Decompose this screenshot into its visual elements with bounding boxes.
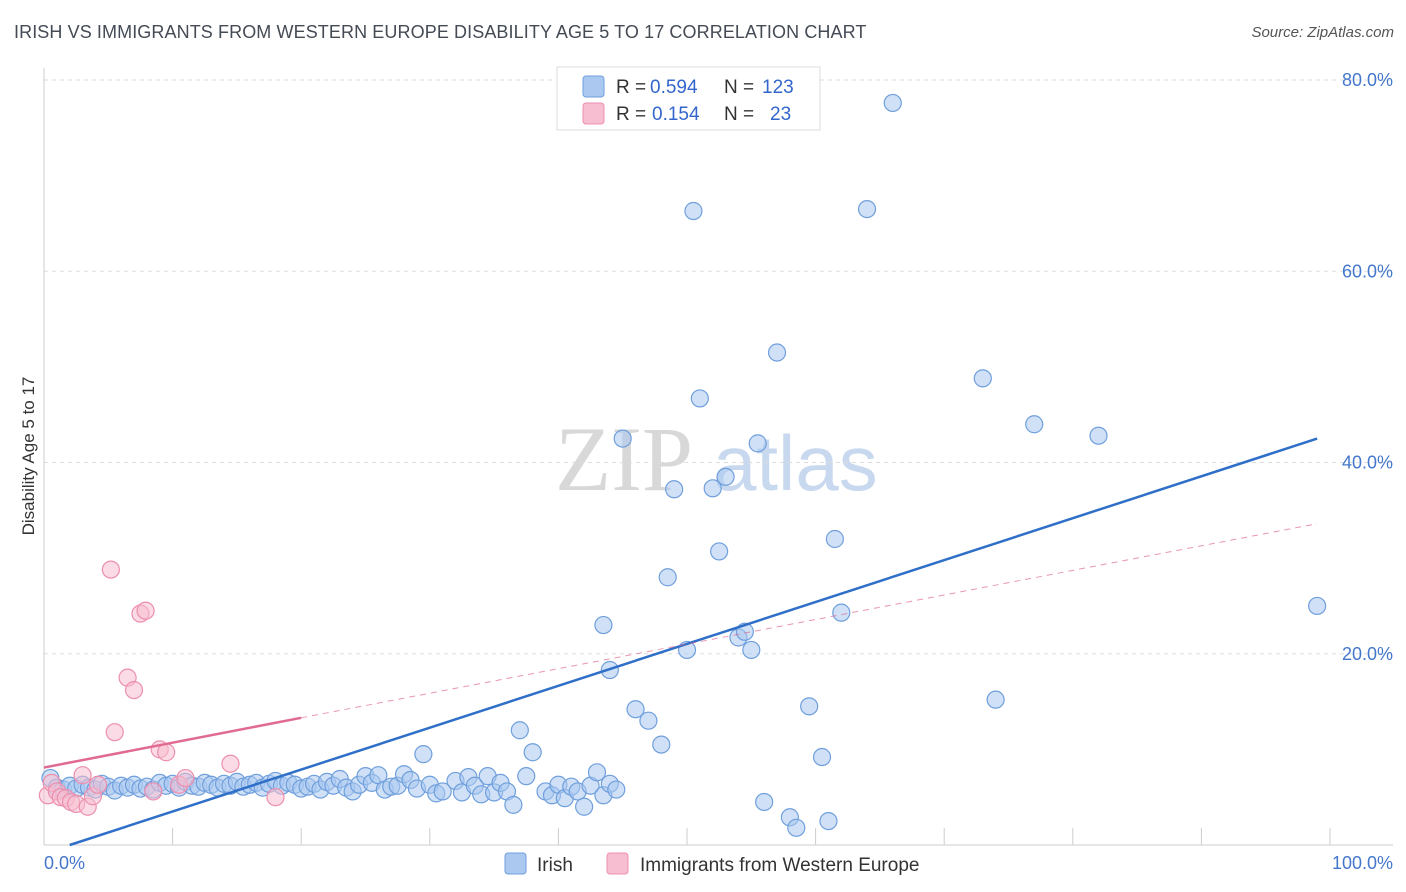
x-tick-label-min: 0.0% [44,853,85,873]
y-tick-label: 60.0% [1342,261,1393,281]
irish-point [812,747,832,767]
irish-point [607,780,626,799]
immigrants-trend-line [43,716,302,769]
irish-point [517,767,536,786]
irish-point [684,201,703,221]
legend-n-value: 23 [770,104,791,125]
correlation-legend: R = 0.594 N = 123 R = 0.154 N = 23 [556,66,821,131]
irish-point [742,640,761,660]
irish-point [1308,596,1327,616]
legend-n-label: N = [724,77,754,98]
legend-r-label: R = [616,77,646,98]
legend-n-label: N = [724,104,754,125]
immigrants-point [101,560,120,579]
irish-point [800,697,819,716]
legend-swatch-irish [504,852,527,875]
legend-n-value: 123 [762,77,794,98]
irish-point [652,735,671,754]
irish-point [665,480,684,499]
immigrants-point [176,768,195,788]
irish-point [639,711,658,730]
source-credit: Source: ZipAtlas.com [1251,24,1394,41]
irish-point [414,745,433,764]
legend-r-value: 0.154 [652,104,700,125]
immigrants-point [266,788,285,807]
legend-r-label: R = [616,104,646,125]
irish-point [626,700,645,719]
irish-point [832,603,851,622]
irish-point [1089,426,1108,445]
legend-swatch-immigrants [582,102,605,125]
irish-point [825,529,844,549]
irish-point [787,818,806,837]
irish-point [594,615,613,635]
irish-point [703,479,722,498]
irish-point [755,792,774,812]
irish-point [986,690,1005,709]
trend-lines [43,437,1318,847]
axes-layer [43,68,1393,846]
irish-point [690,389,709,408]
irish-point [433,782,452,801]
irish-point [613,429,632,448]
irish-point [819,811,838,831]
legend-label-irish: Irish [537,855,573,876]
y-tick-labels: 20.0% 40.0% 60.0% 80.0% [1342,70,1393,664]
irish-point [523,743,542,762]
irish-point [510,721,529,740]
x-tick-label-max: 100.0% [1332,853,1393,873]
irish-trend-line [69,437,1318,847]
irish-point [587,763,607,782]
irish-point [710,542,729,561]
series-legend: Irish Immigrants from Western Europe [504,852,919,876]
irish-point [973,369,992,388]
irish-point [857,199,877,219]
y-tick-label: 20.0% [1342,644,1393,664]
immigrants-point [124,680,144,700]
y-tick-label: 80.0% [1342,70,1393,90]
immigrants-point [221,754,240,773]
immigrants-point [136,601,155,620]
immigrants-point [88,775,108,794]
irish-point [504,795,523,814]
legend-label-immigrants: Immigrants from Western Europe [640,855,919,876]
irish-point [658,568,677,587]
legend-r-value: 0.594 [650,77,698,98]
irish-point [1025,415,1044,434]
y-tick-label: 40.0% [1342,453,1393,473]
grid-layer [44,79,1393,845]
irish-point [767,343,787,362]
legend-swatch-irish [582,75,605,98]
immigrants-point [144,782,163,801]
irish-point [883,93,902,113]
immigrants-point [105,723,124,742]
y-axis-label: Disability Age 5 to 17 [19,377,38,536]
legend-swatch-immigrants [606,852,629,875]
series-irish [41,93,1327,837]
series-immigrants [38,560,285,816]
immigrants-trend-extension [301,523,1318,719]
chart-title: IRISH VS IMMIGRANTS FROM WESTERN EUROPE … [14,22,867,42]
irish-point [575,797,594,816]
irish-point [748,434,767,453]
irish-point [716,467,735,486]
immigrants-point [73,766,92,785]
